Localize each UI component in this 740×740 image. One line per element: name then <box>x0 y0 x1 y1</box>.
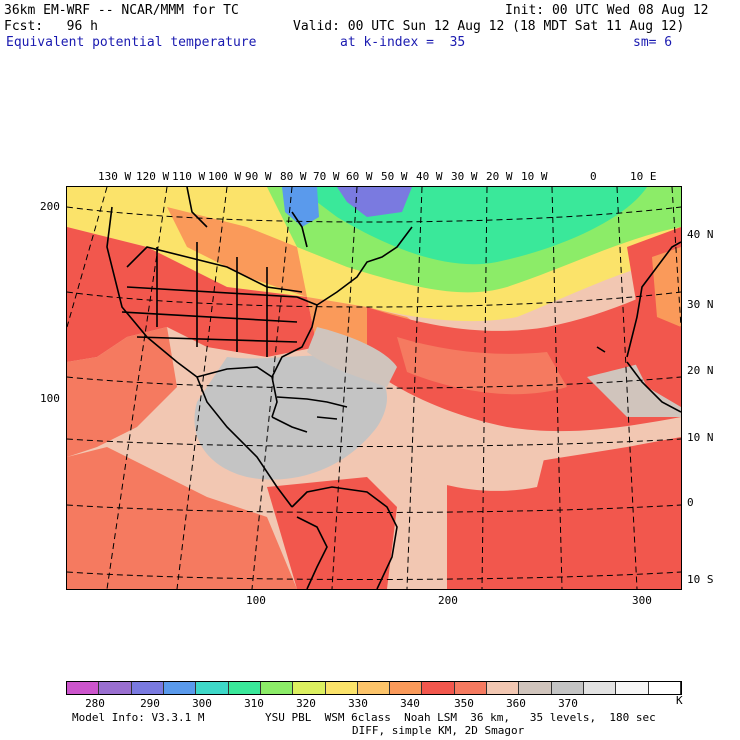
latitude-label: 10 N <box>687 431 714 444</box>
latitude-label: 10 S <box>687 573 714 586</box>
color-swatch <box>616 682 649 694</box>
longitude-label: 130 W <box>98 170 132 183</box>
physics-info: YSU PBL WSM 6class Noah LSM 36 km, 35 le… <box>265 711 656 724</box>
color-swatch <box>422 682 455 694</box>
color-swatch <box>648 682 681 694</box>
color-swatch <box>551 682 584 694</box>
longitude-label: 90 W <box>245 170 272 183</box>
grid-y-label-100: 100 <box>40 392 60 405</box>
color-scale-label: 330 <box>348 697 368 710</box>
longitude-label: 40 W <box>416 170 443 183</box>
color-scale-label: 360 <box>506 697 526 710</box>
smoothing: sm= 6 <box>633 35 673 50</box>
longitude-label: 80 W <box>280 170 307 183</box>
valid-time: Valid: 00 UTC Sun 12 Aug 12 (18 MDT Sat … <box>293 19 685 34</box>
longitude-label: 0 <box>590 170 597 183</box>
theta-e-field <box>67 187 681 589</box>
color-swatch <box>390 682 423 694</box>
grid-y-label-200: 200 <box>40 200 60 213</box>
grid-x-label-200: 200 <box>438 594 458 607</box>
latitude-label: 20 N <box>687 364 714 377</box>
color-scale-label: 280 <box>85 697 105 710</box>
grid-x-label-300: 300 <box>632 594 652 607</box>
color-swatch <box>67 682 100 694</box>
longitude-label: 60 W <box>346 170 373 183</box>
init-time: Init: 00 UTC Wed 08 Aug 12 <box>505 3 709 18</box>
forecast-hour: Fcst: 96 h <box>4 19 98 34</box>
longitude-label: 100 W <box>208 170 242 183</box>
color-swatch <box>487 682 520 694</box>
latitude-label: 30 N <box>687 298 714 311</box>
longitude-label: 10 E <box>630 170 657 183</box>
color-swatch <box>454 682 488 694</box>
latitude-label: 40 N <box>687 228 714 241</box>
map-panel <box>66 186 682 590</box>
grid-x-label-100: 100 <box>246 594 266 607</box>
model-title: 36km EM-WRF -- NCAR/MMM for TC <box>4 3 239 18</box>
diffusion-info: DIFF, simple KM, 2D Smagor <box>352 724 525 737</box>
color-swatch <box>228 682 261 694</box>
color-swatch <box>519 682 552 694</box>
color-swatch <box>99 682 132 694</box>
color-swatch <box>260 682 294 694</box>
model-info: Model Info: V3.3.1 M <box>72 711 205 724</box>
field-name: Equivalent potential temperature <box>6 35 257 50</box>
color-swatch <box>584 682 617 694</box>
longitude-label: 10 W <box>521 170 548 183</box>
longitude-label: 30 W <box>451 170 478 183</box>
longitude-label: 20 W <box>486 170 513 183</box>
color-scale-label: 340 <box>400 697 420 710</box>
color-scale-unit: K <box>676 694 683 707</box>
k-index: at k-index = 35 <box>340 35 466 50</box>
longitude-label: 120 W <box>136 170 170 183</box>
longitude-label: 50 W <box>381 170 408 183</box>
latitude-label: 0 <box>687 496 694 509</box>
color-swatch <box>196 682 229 694</box>
color-scale-label: 290 <box>140 697 160 710</box>
color-swatch <box>293 682 326 694</box>
longitude-label: 110 W <box>172 170 206 183</box>
color-scale-label: 310 <box>244 697 264 710</box>
color-swatch <box>325 682 358 694</box>
longitude-label: 70 W <box>313 170 340 183</box>
color-swatch <box>163 682 197 694</box>
color-scale-label: 350 <box>454 697 474 710</box>
color-scale-label: 320 <box>296 697 316 710</box>
color-scale-bar <box>66 681 682 695</box>
color-scale-label: 370 <box>558 697 578 710</box>
color-scale-label: 300 <box>192 697 212 710</box>
color-swatch <box>131 682 164 694</box>
color-swatch <box>357 682 391 694</box>
